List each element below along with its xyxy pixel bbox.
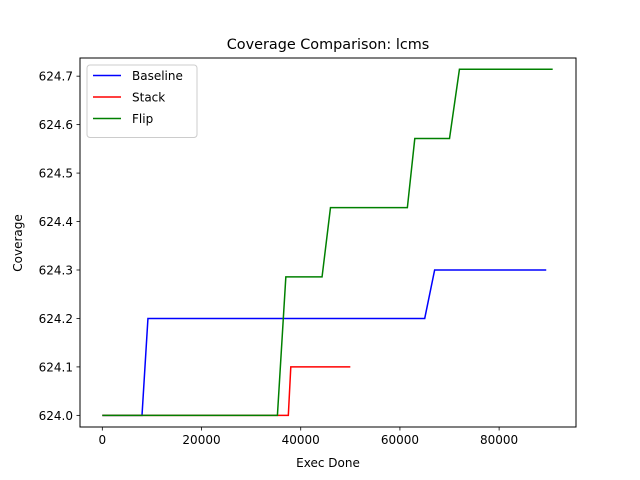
x-axis-label: Exec Done <box>296 456 360 470</box>
x-tick-label: 20000 <box>182 433 220 447</box>
x-tick-label: 80000 <box>480 433 518 447</box>
y-tick-label: 624.7 <box>39 70 73 84</box>
legend-label-baseline: Baseline <box>132 69 183 83</box>
legend-label-flip: Flip <box>132 112 153 126</box>
y-tick-label: 624.2 <box>39 312 73 326</box>
x-tick-label: 40000 <box>282 433 320 447</box>
y-tick-label: 624.6 <box>39 118 73 132</box>
plot-area <box>102 68 553 417</box>
chart-title: Coverage Comparison: lcms <box>227 37 430 53</box>
y-tick-label: 624.0 <box>39 409 73 423</box>
legend-box <box>86 64 198 138</box>
plot-frame <box>79 57 577 428</box>
x-tick-label: 0 <box>98 433 106 447</box>
y-axis: 624.0 624.1 624.2 624.3 624.4 624.5 624.6 624.7 <box>39 70 80 423</box>
series-line-flip <box>102 68 553 417</box>
y-tick-label: 624.1 <box>39 360 73 374</box>
y-tick-label: 624.4 <box>39 215 73 229</box>
y-axis-label: Coverage <box>11 214 25 272</box>
legend: Baseline Stack Flip <box>86 64 198 138</box>
legend-label-stack: Stack <box>132 91 165 105</box>
x-tick-label: 60000 <box>381 433 419 447</box>
x-axis: 0 20000 40000 60000 80000 <box>98 427 518 447</box>
y-tick-label: 624.5 <box>39 167 73 181</box>
y-tick-label: 624.3 <box>39 263 73 277</box>
